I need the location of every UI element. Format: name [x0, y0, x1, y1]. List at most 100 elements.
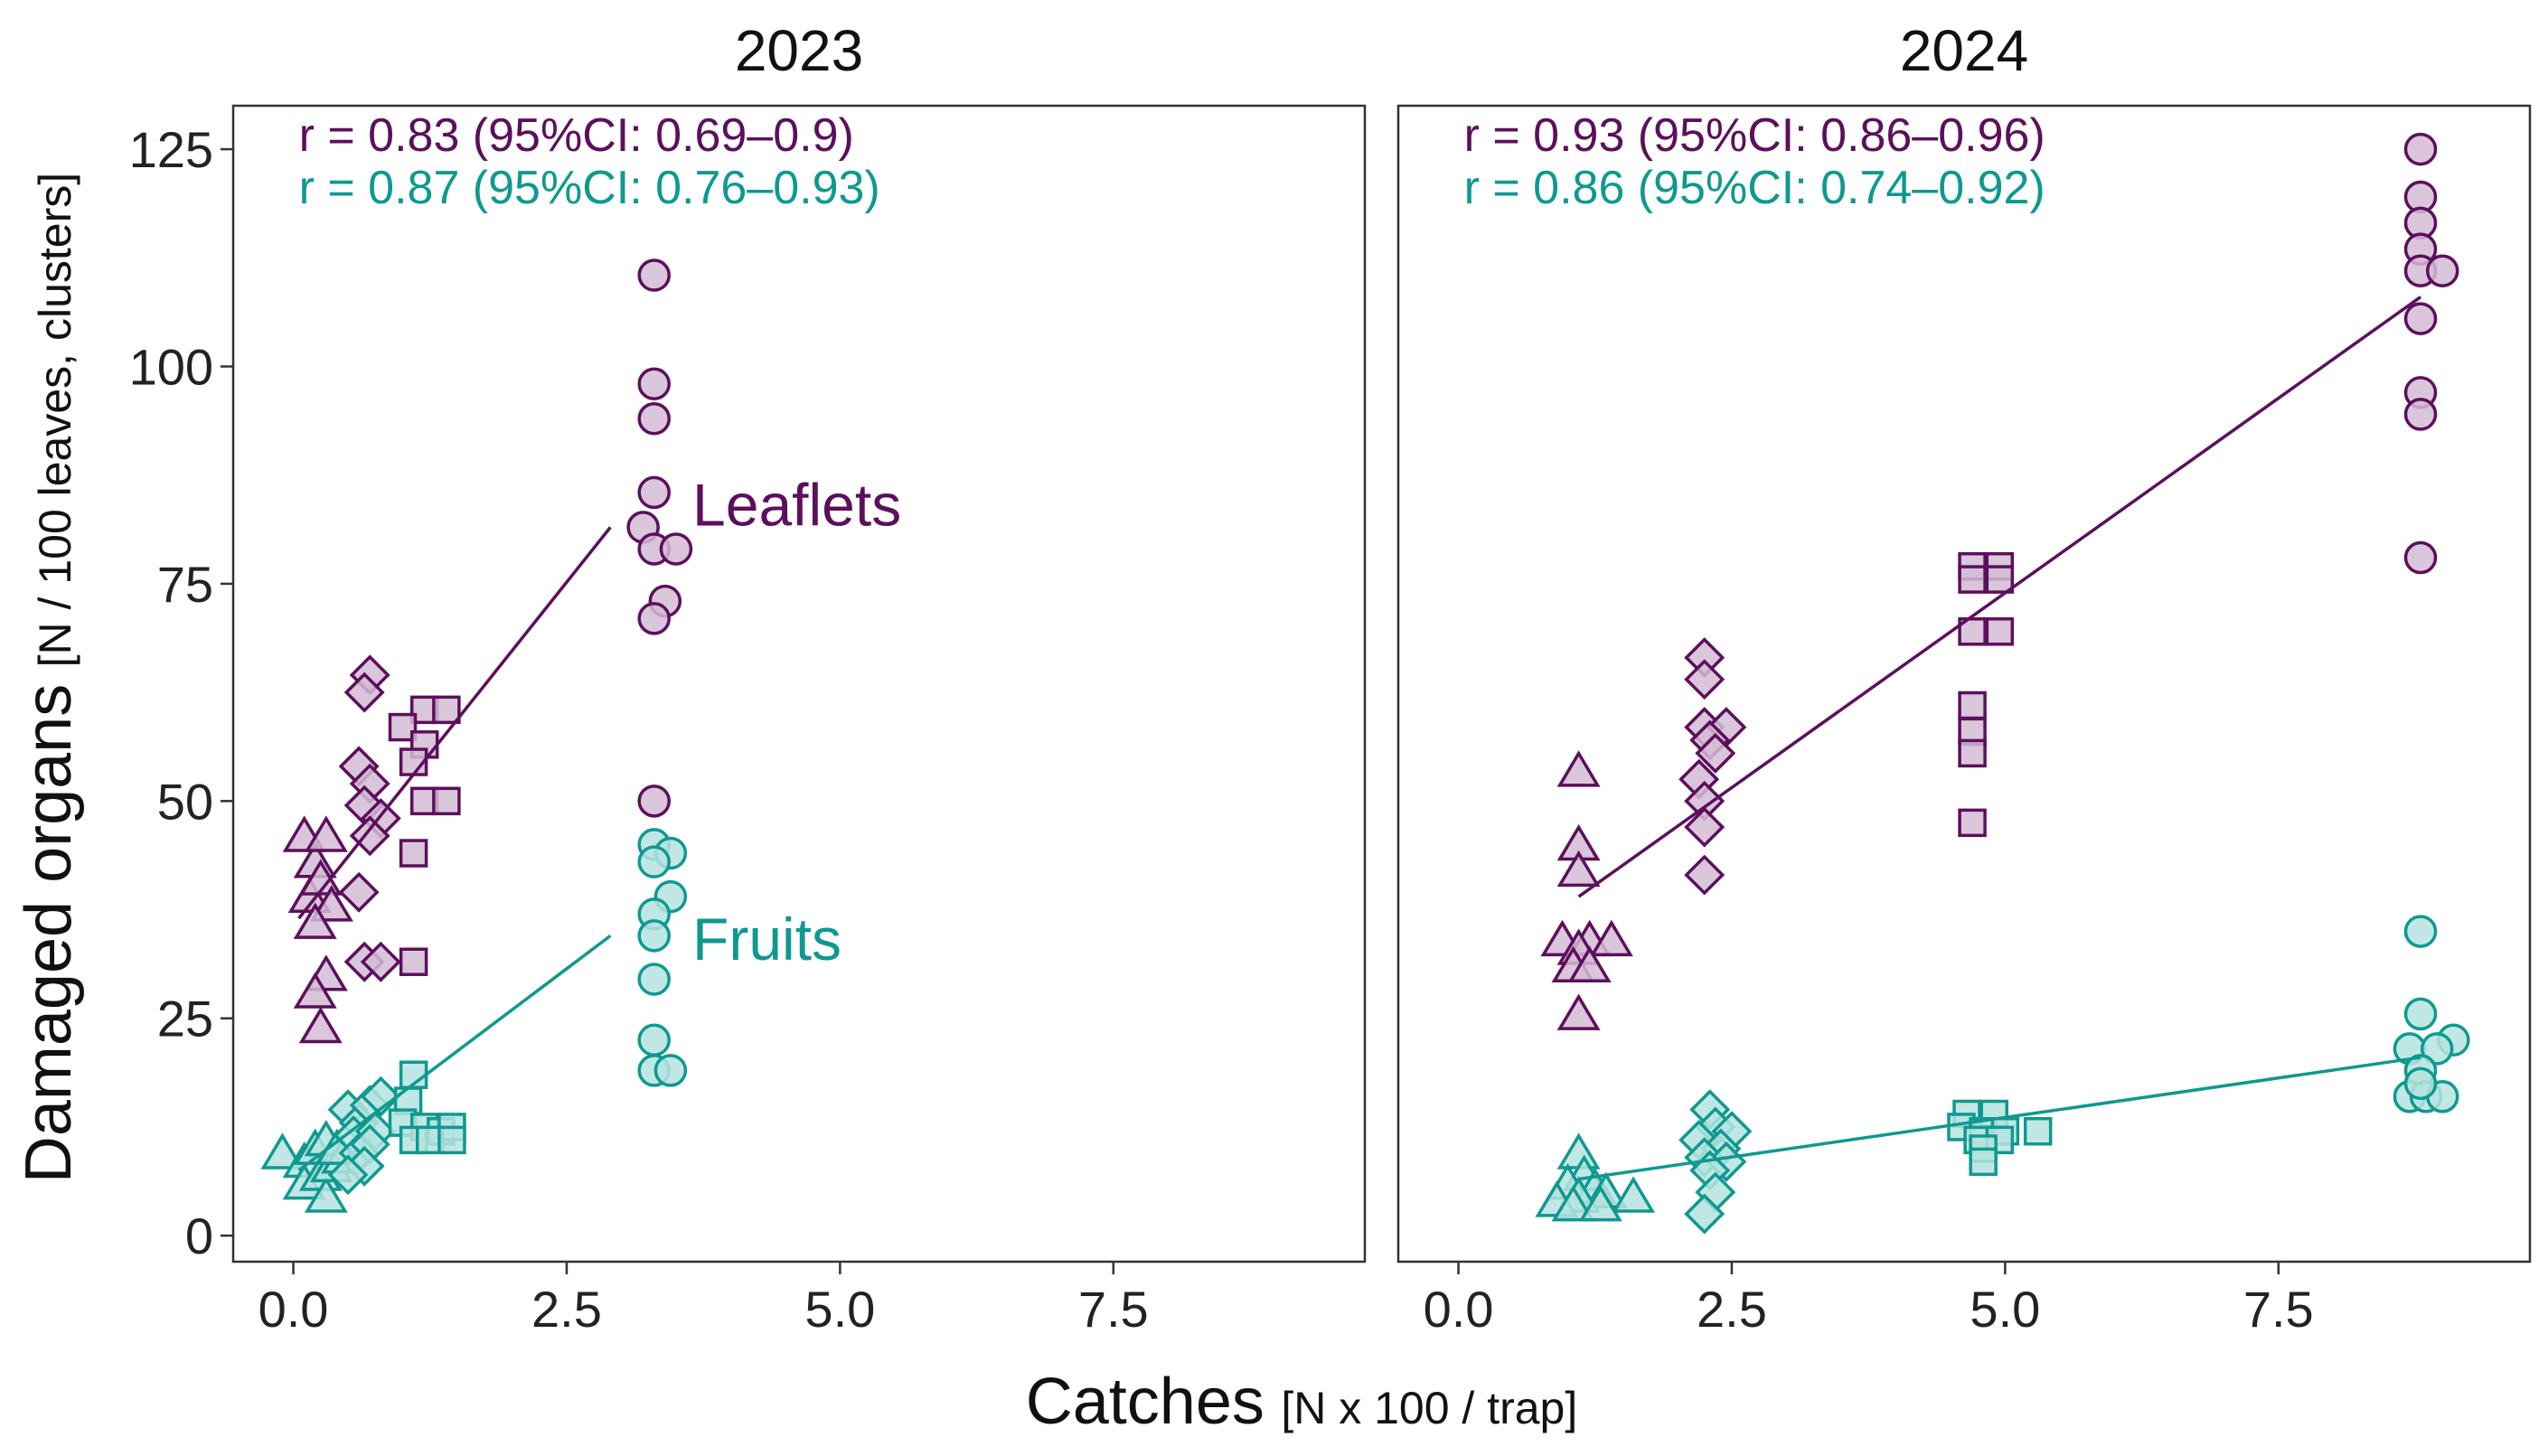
y-tick-label: 25	[157, 991, 213, 1047]
leaflets-circle-point	[2403, 132, 2438, 166]
leaflets-fit-line	[297, 526, 612, 920]
x-tick-label: 0.0	[259, 1281, 329, 1338]
leaflets-correlation-label: r = 0.83 (95%CI: 0.69–0.9)	[299, 109, 854, 162]
x-tick-label: 7.5	[2243, 1281, 2314, 1338]
x-axis-title-unit: [N x 100 / trap]	[1281, 1383, 1577, 1433]
series-leaflets	[282, 258, 693, 1044]
leaflets-square-point	[1958, 565, 1987, 594]
leaflets-triangle-point	[1589, 919, 1633, 957]
x-tick-label: 0.0	[1424, 1281, 1494, 1338]
leaflets-triangle-point	[1556, 750, 1601, 787]
fruits-square-point	[2023, 1117, 2053, 1146]
x-tick-label: 2.5	[1697, 1281, 1767, 1338]
leaflets-diamond-point	[1684, 854, 1725, 896]
fruits-triangle-point	[1612, 1176, 1656, 1213]
fruits-fit-line	[297, 934, 612, 1172]
leaflets-square-point	[432, 695, 461, 725]
leaflets-series-label: Leaflets	[692, 471, 901, 538]
leaflets-square-point	[1958, 738, 1987, 768]
x-tick-label: 5.0	[1970, 1281, 2040, 1338]
fruits-circle-point	[637, 845, 671, 878]
leaflets-circle-point	[637, 784, 671, 818]
x-tick-label: 5.0	[804, 1281, 875, 1338]
leaflets-square-point	[1958, 808, 1987, 838]
y-tick-label: 75	[157, 556, 213, 613]
leaflets-triangle-point	[1567, 945, 1612, 982]
x-tick-label: 2.5	[531, 1281, 602, 1338]
leaflets-square-point	[1985, 565, 2015, 594]
leaflets-diamond-point	[1684, 806, 1725, 848]
y-tick-label: 125	[129, 121, 213, 178]
leaflets-circle-point	[2403, 540, 2438, 575]
fruits-circle-point	[653, 1054, 688, 1087]
leaflets-diamond-point	[1695, 732, 1736, 774]
fruits-circle-point	[2420, 1032, 2454, 1066]
fruits-triangle-point	[304, 1176, 348, 1213]
x-tick-label: 7.5	[1078, 1281, 1149, 1338]
leaflets-circle-point	[659, 532, 693, 566]
leaflets-square-point	[399, 947, 428, 976]
leaflets-diamond-point	[1684, 659, 1725, 700]
y-tick-label: 0	[185, 1207, 213, 1264]
leaflets-square-point	[399, 839, 428, 868]
leaflets-square-point	[1985, 617, 2015, 646]
fruits-circle-point	[637, 963, 671, 996]
panel-frame	[1396, 104, 2532, 1263]
panel-title: 2024	[1900, 18, 2028, 83]
fruits-circle-point	[2403, 915, 2438, 948]
leaflets-triangle-point	[1556, 850, 1601, 888]
series-fruits	[1535, 915, 2470, 1235]
leaflets-triangle-point	[1556, 993, 1601, 1030]
leaflets-circle-point	[2403, 302, 2438, 335]
y-axis-title: Damaged organs [N / 100 leaves, clusters…	[13, 173, 85, 1183]
chart-panel-2023: 2023 0.0 2.5 5.0 7.5 0 25 50 75 100 125 r = 0.83 (9…	[129, 18, 1367, 1338]
leaflets-square-point	[432, 786, 461, 816]
leaflets-circle-point	[637, 401, 671, 436]
leaflets-circle-point	[637, 367, 671, 400]
leaflets-triangle-point	[293, 902, 337, 939]
fruits-correlation-label: r = 0.86 (95%CI: 0.74–0.92)	[1464, 162, 2045, 214]
series-leaflets	[1540, 132, 2459, 1030]
leaflets-fit-line	[1577, 296, 2422, 898]
fruits-diamond-point	[1684, 1193, 1725, 1235]
y-tick-label: 50	[157, 773, 213, 830]
leaflets-circle-point	[637, 602, 671, 635]
x-axis-title: Catches [N x 100 / trap]	[1026, 1366, 1578, 1438]
leaflets-triangle-point	[304, 815, 348, 852]
fruits-diamond-point	[360, 1076, 401, 1117]
panel-title: 2023	[735, 18, 863, 83]
chart-panel-2024: 2024 0.0 2.5 5.0 7.5 r = 0.93 (95%CI: 0.86–0.…	[1396, 18, 2532, 1338]
series-fruits	[260, 828, 688, 1213]
y-axis-title-unit: [N / 100 leaves, clusters]	[30, 173, 80, 667]
leaflets-square-point	[1958, 690, 1987, 720]
leaflets-triangle-point	[298, 1006, 343, 1044]
leaflets-circle-point	[637, 475, 671, 510]
fruits-circle-point	[637, 1023, 671, 1057]
leaflets-circle-point	[2425, 254, 2459, 287]
fruits-circle-point	[637, 919, 671, 953]
fruits-correlation-label: r = 0.87 (95%CI: 0.76–0.93)	[299, 162, 880, 214]
leaflets-triangle-point	[293, 972, 337, 1009]
chart-panels: 2023 0.0 2.5 5.0 7.5 0 25 50 75 100 125 r = 0.83 (9…	[129, 18, 2532, 1338]
fruits-fit-line	[1578, 1056, 2421, 1181]
fruits-diamond-point	[327, 1154, 369, 1196]
leaflets-diamond-point	[338, 871, 380, 913]
y-tick-label: 100	[129, 338, 213, 395]
fruits-series-label: Fruits	[692, 906, 841, 972]
leaflets-triangle-point	[309, 885, 353, 922]
fruits-triangle-point	[1551, 1185, 1595, 1222]
leaflets-circle-point	[2403, 398, 2438, 431]
fruits-circle-point	[2403, 1066, 2438, 1101]
fruits-square-point	[437, 1125, 466, 1155]
x-axis-title-main: Catches	[1026, 1366, 1265, 1438]
leaflets-circle-point	[637, 258, 671, 292]
fruits-circle-point	[2403, 997, 2438, 1031]
fruits-square-point	[1969, 1147, 1998, 1177]
leaflets-diamond-point	[349, 815, 390, 857]
y-axis-title-main: Damaged organs	[13, 684, 85, 1183]
leaflets-diamond-point	[360, 941, 401, 982]
leaflets-diamond-point	[343, 672, 385, 713]
fruits-triangle-point	[260, 1132, 305, 1169]
fruits-triangle-point	[1578, 1185, 1622, 1222]
